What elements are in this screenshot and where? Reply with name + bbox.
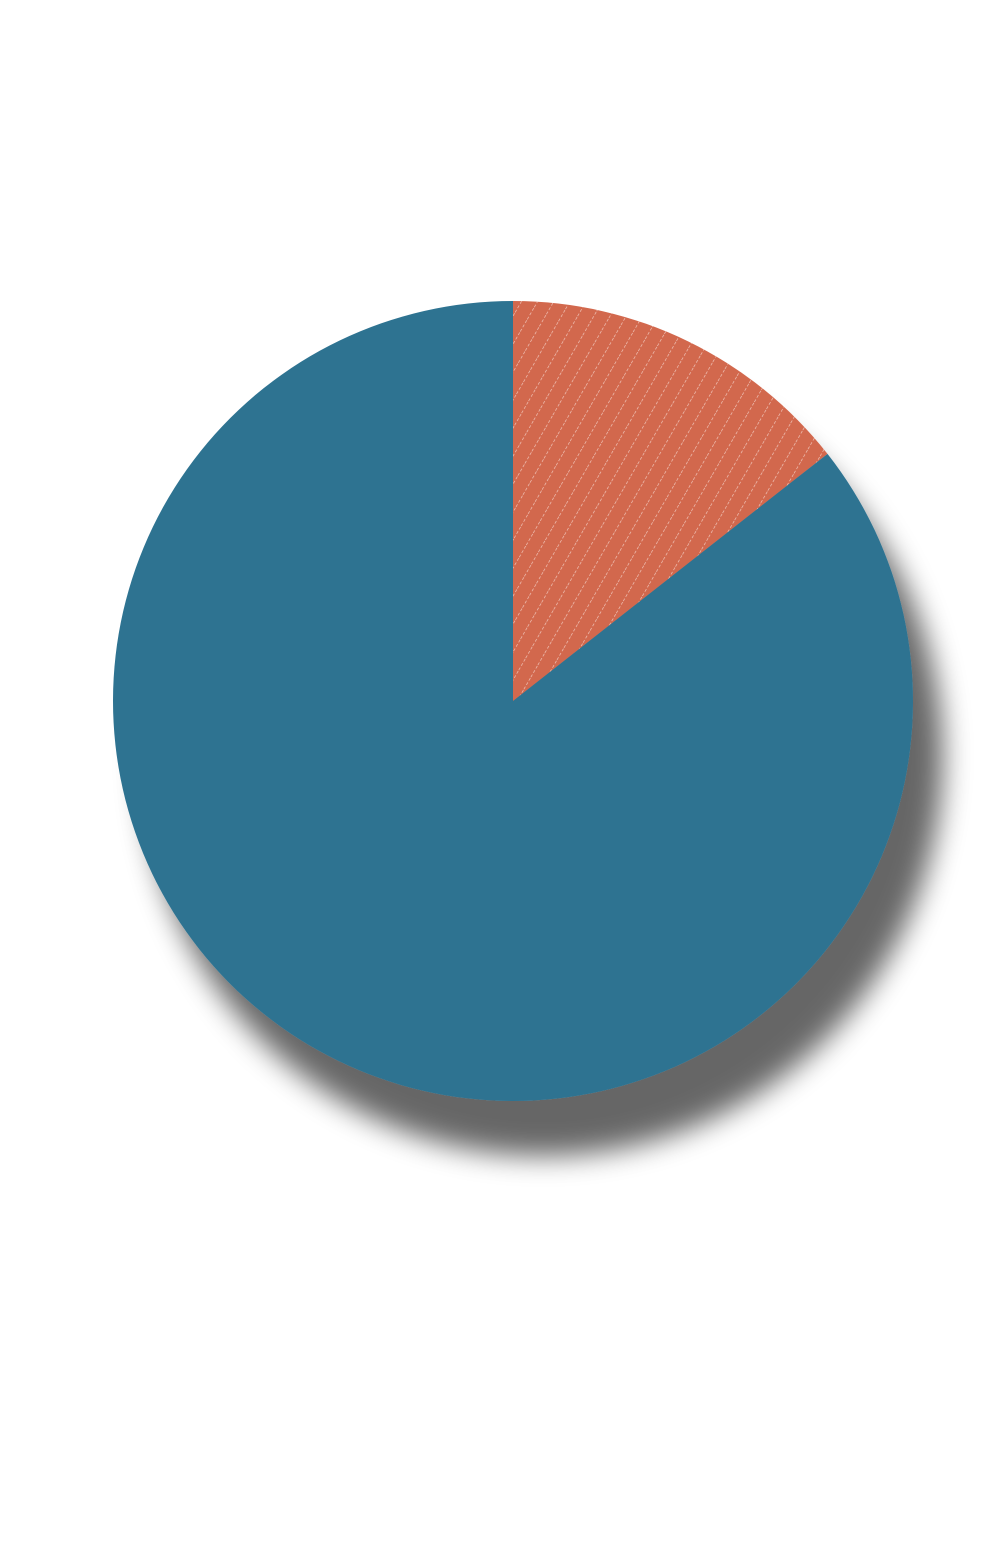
pie-slice-2	[112, 301, 913, 1101]
pie-slice-1-hatch	[513, 301, 828, 701]
pie-group	[112, 301, 913, 1101]
